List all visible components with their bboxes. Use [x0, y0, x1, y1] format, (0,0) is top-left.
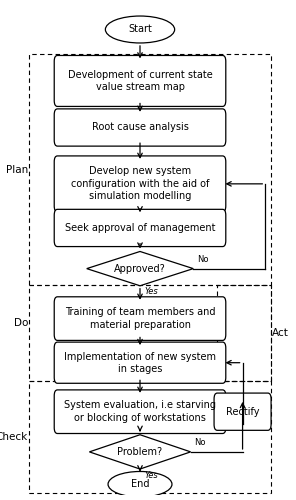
- Text: Seek approval of management: Seek approval of management: [65, 223, 215, 233]
- Text: Act: Act: [272, 328, 289, 338]
- FancyBboxPatch shape: [54, 56, 226, 106]
- Text: Check: Check: [0, 432, 28, 442]
- Text: Development of current state
value stream map: Development of current state value strea…: [67, 70, 213, 92]
- FancyBboxPatch shape: [54, 390, 226, 434]
- Text: No: No: [195, 438, 206, 447]
- Text: End: End: [131, 479, 149, 489]
- Text: Plan: Plan: [6, 164, 28, 174]
- Text: Yes: Yes: [144, 287, 158, 296]
- Text: Problem?: Problem?: [118, 447, 163, 457]
- Polygon shape: [89, 434, 191, 469]
- Text: No: No: [197, 254, 209, 264]
- Text: Implementation of new system
in stages: Implementation of new system in stages: [64, 352, 216, 374]
- FancyBboxPatch shape: [54, 109, 226, 146]
- FancyBboxPatch shape: [54, 342, 226, 384]
- FancyBboxPatch shape: [54, 210, 226, 246]
- Text: Start: Start: [128, 24, 152, 34]
- Text: Training of team members and
material preparation: Training of team members and material pr…: [65, 308, 215, 330]
- Text: Do: Do: [14, 318, 28, 328]
- FancyBboxPatch shape: [214, 393, 271, 430]
- Ellipse shape: [108, 472, 172, 497]
- FancyBboxPatch shape: [54, 156, 226, 212]
- Ellipse shape: [105, 16, 175, 43]
- Text: Rectify: Rectify: [226, 406, 259, 416]
- Text: System evaluation, i.e starving
or blocking of workstations: System evaluation, i.e starving or block…: [64, 400, 216, 423]
- FancyBboxPatch shape: [54, 297, 226, 341]
- Text: Develop new system
configuration with the aid of
simulation modelling: Develop new system configuration with th…: [71, 166, 209, 201]
- Text: Root cause analysis: Root cause analysis: [91, 122, 189, 132]
- Polygon shape: [87, 252, 193, 286]
- Text: Approved?: Approved?: [114, 264, 166, 274]
- Text: Yes: Yes: [144, 470, 158, 480]
